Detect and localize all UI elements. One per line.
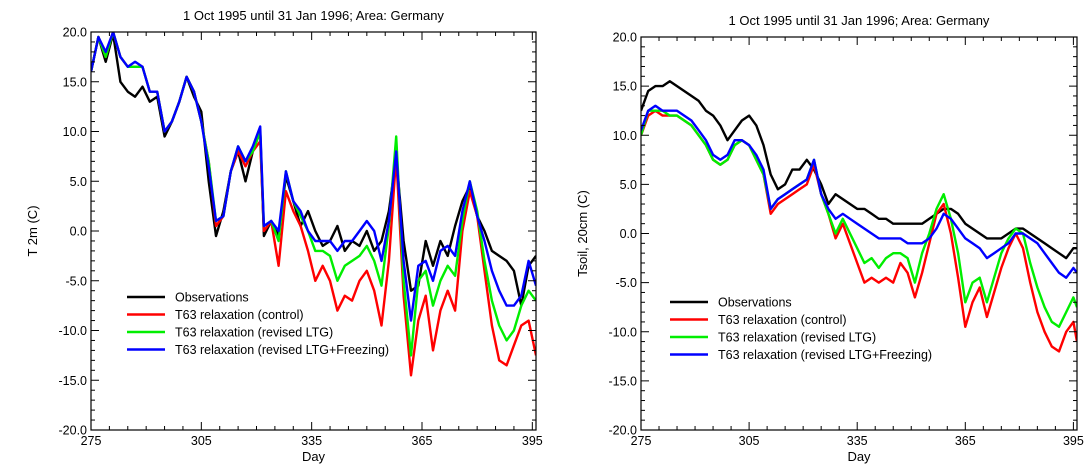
legend-label-3: T63 relaxation (revised LTG) — [718, 331, 876, 345]
series-line-3 — [641, 109, 1077, 328]
legend-label-2: T63 relaxation (control) — [718, 313, 847, 327]
x-tick-label: 305 — [739, 434, 760, 448]
y-tick-label: -20.0 — [59, 424, 88, 438]
y-tick-label: -5.0 — [615, 276, 637, 290]
x-tick-label: 335 — [847, 434, 868, 448]
legend-label-3: T63 relaxation (revised LTG) — [175, 326, 333, 340]
chart-title: 1 Oct 1995 until 31 Jan 1996; Area: Germ… — [729, 13, 990, 28]
x-tick-label: 365 — [412, 434, 433, 448]
x-tick-label: 275 — [631, 434, 652, 448]
y-tick-label: 0.0 — [620, 227, 637, 241]
legend: Observations T63 relaxation (control) T63 … — [670, 296, 932, 362]
y-tick-label: -10.0 — [609, 325, 638, 339]
series-line-1 — [91, 32, 536, 307]
legend: Observations T63 relaxation (control) T63 … — [127, 291, 389, 357]
x-tick-label: 275 — [81, 434, 102, 448]
x-tick-label: 395 — [522, 434, 543, 448]
y-tick-label: 10.0 — [613, 129, 637, 143]
y-tick-label: 20.0 — [63, 26, 87, 40]
legend-label-1: Observations — [175, 291, 249, 305]
x-axis-label: Day — [302, 449, 326, 464]
series-line-1 — [641, 80, 1077, 260]
chart-title: 1 Oct 1995 until 31 Jan 1996; Area: Germ… — [183, 8, 444, 23]
x-axis-label: Day — [847, 449, 871, 464]
y-tick-label: 5.0 — [70, 175, 87, 189]
y-tick-label: -20.0 — [609, 424, 638, 438]
x-tick-label: 305 — [191, 434, 212, 448]
y-tick-label: 10.0 — [63, 125, 87, 139]
series-line-4 — [641, 104, 1077, 279]
legend-label-1: Observations — [718, 296, 792, 310]
y-tick-label: 0.0 — [70, 225, 87, 239]
series-group — [641, 80, 1077, 353]
series-line-4 — [91, 32, 536, 322]
y-tick-label: 15.0 — [63, 75, 87, 89]
y-tick-label: 15.0 — [613, 80, 637, 94]
y-axis-label: Tsoil, 20cm (C) — [575, 190, 590, 277]
y-tick-label: -10.0 — [59, 324, 88, 338]
y-tick-label: 20.0 — [613, 31, 637, 45]
y-tick-label: 5.0 — [620, 178, 637, 192]
y-tick-label: -15.0 — [59, 374, 88, 388]
y-axis-label: T 2m (C) — [25, 205, 40, 256]
legend-label-4: T63 relaxation (revised LTG+Freezing) — [718, 348, 932, 362]
series-group — [91, 32, 536, 377]
legend-label-2: T63 relaxation (control) — [175, 308, 304, 322]
chart-panel-1: 1 Oct 1995 until 31 Jan 1996; Area: Germ… — [25, 8, 543, 464]
x-tick-label: 395 — [1063, 434, 1084, 448]
x-tick-label: 335 — [301, 434, 322, 448]
series-line-2 — [91, 32, 536, 377]
chart-panel-2: 1 Oct 1995 until 31 Jan 1996; Area: Germ… — [575, 13, 1084, 464]
y-tick-label: -5.0 — [65, 274, 87, 288]
y-tick-label: -15.0 — [609, 374, 638, 388]
legend-label-4: T63 relaxation (revised LTG+Freezing) — [175, 343, 389, 357]
x-tick-label: 365 — [955, 434, 976, 448]
